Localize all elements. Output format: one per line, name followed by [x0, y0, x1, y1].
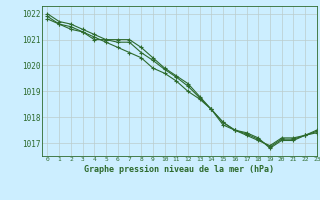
- X-axis label: Graphe pression niveau de la mer (hPa): Graphe pression niveau de la mer (hPa): [84, 165, 274, 174]
